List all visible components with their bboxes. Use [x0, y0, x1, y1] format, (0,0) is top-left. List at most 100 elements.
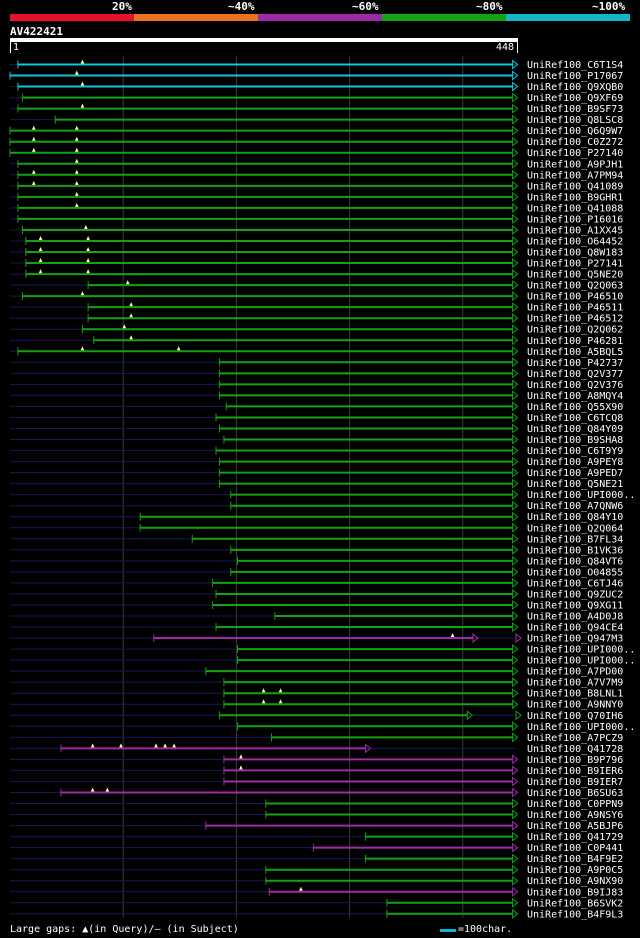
- hit-arrow: [512, 765, 519, 776]
- gap-marker: [239, 754, 243, 759]
- gap-marker: [86, 247, 90, 252]
- gap-marker: [31, 169, 36, 174]
- query-tick-end: [517, 42, 518, 53]
- gap-marker: [80, 81, 85, 86]
- hit-label: UniRef100_Q8LSC8: [527, 115, 623, 126]
- gap-marker: [74, 202, 79, 207]
- hit-arrow: [512, 246, 519, 258]
- gap-marker: [80, 346, 85, 351]
- hit-arrow: [512, 699, 519, 710]
- gap-marker: [80, 103, 85, 108]
- hit-arrow: [512, 688, 519, 699]
- hit-arrow: [512, 754, 519, 765]
- hit-arrow: [512, 213, 519, 224]
- hit-label: UniRef100_B9IER6: [527, 766, 623, 777]
- hit-arrow: [512, 655, 519, 666]
- hit-arrow: [512, 577, 519, 588]
- hit-label: UniRef100_Q84Y10: [527, 512, 623, 523]
- gap-marker: [80, 291, 85, 296]
- header: 20% ~40% ~60% ~80% ~100% AV422421 1 448: [0, 0, 640, 60]
- hit-arrow: [512, 666, 519, 677]
- hit-arrow: [512, 489, 519, 500]
- hit-label: UniRef100_P46512: [527, 314, 623, 325]
- hit-arrow: [512, 280, 519, 291]
- hit-label: UniRef100_P46510: [527, 292, 623, 303]
- hit-arrow: [512, 158, 519, 169]
- hit-arrow: [512, 291, 519, 302]
- gap-marker: [90, 787, 95, 792]
- gap-marker: [163, 743, 167, 748]
- hit-arrow: [512, 302, 519, 313]
- gap-marker: [74, 70, 79, 75]
- hit-label: UniRef100_Q947M3: [527, 634, 623, 645]
- scale-bar: [440, 929, 456, 932]
- hit-arrow: [512, 820, 519, 831]
- hit-label: UniRef100_Q41088: [527, 203, 623, 214]
- hit-label: UniRef100_B8LNL1: [527, 689, 623, 700]
- gap-marker: [129, 302, 133, 307]
- hit-arrow: [512, 677, 519, 688]
- hit-arrow: [512, 721, 519, 732]
- gap-marker: [86, 258, 90, 263]
- query-start: 1: [13, 42, 20, 53]
- hit-label: UniRef100_B9IER7: [527, 777, 623, 788]
- gap-marker: [74, 158, 79, 163]
- gap-marker: [38, 269, 43, 274]
- hit-arrow: [512, 125, 519, 136]
- hit-label: UniRef100_P27140: [527, 148, 623, 159]
- hit-arrow: [512, 224, 519, 235]
- hit-label: UniRef100_A1XX45: [527, 225, 623, 236]
- hit-label: UniRef100_C0P441: [527, 843, 623, 854]
- hit-arrow: [512, 809, 519, 820]
- hit-label: UniRef100_A9P0C5: [527, 865, 623, 876]
- hit-arrow: [512, 599, 519, 611]
- hit-label: UniRef100_A9NX90: [527, 876, 623, 887]
- hit-label: UniRef100_Q6Q9W7: [527, 126, 623, 137]
- legend-seg-orange: [134, 14, 258, 21]
- legend-label-80: ~80%: [476, 0, 503, 13]
- gap-marker: [119, 743, 123, 748]
- gap-marker: [105, 787, 110, 792]
- hit-arrow: [512, 644, 519, 655]
- hit-label: UniRef100_B9SHA8: [527, 435, 623, 446]
- hit-arrow: [512, 269, 519, 280]
- hit-label: UniRef100_C6TJ46: [527, 578, 623, 589]
- hit-arrow: [512, 864, 519, 875]
- hit-arrow: [512, 368, 519, 379]
- hit-label: UniRef100_C0Z272: [527, 137, 623, 148]
- gap-marker: [450, 633, 455, 638]
- legend-label-40: ~40%: [228, 0, 255, 13]
- hit-label: UniRef100_UPI000..: [527, 656, 635, 667]
- hit-arrow: [512, 732, 519, 743]
- gap-marker: [31, 147, 36, 152]
- gap-marker: [31, 180, 36, 185]
- scale-text: =100char.: [458, 924, 513, 935]
- hit-label: UniRef100_Q2Q064: [527, 523, 623, 534]
- hit-label: UniRef100_Q9XG11: [527, 600, 623, 611]
- gap-marker: [74, 169, 79, 174]
- hit-label: UniRef100_UPI000..: [527, 490, 635, 501]
- hit-arrow: [512, 70, 519, 81]
- hit-label: UniRef100_P16016: [527, 214, 623, 225]
- hit-arrow: [512, 114, 519, 125]
- hit-arrow: [512, 853, 519, 864]
- gap-marker: [239, 765, 243, 770]
- hit-arrow: [512, 555, 519, 566]
- hit-arrow-end: [515, 633, 522, 644]
- hit-label: UniRef100_UPI000..: [527, 722, 635, 733]
- legend-label-60: ~60%: [352, 0, 379, 13]
- hit-label: UniRef100_A5BJP6: [527, 821, 623, 832]
- hit-arrow: [512, 92, 519, 103]
- hit-label: UniRef100_Q8W183: [527, 248, 623, 259]
- hit-arrow: [512, 147, 519, 158]
- hit-label: UniRef100_Q9XQB0: [527, 82, 623, 93]
- hit-label: UniRef100_Q9XF69: [527, 93, 623, 104]
- gap-marker: [154, 743, 158, 748]
- hit-label: UniRef100_Q2Q062: [527, 325, 623, 336]
- hit-label: UniRef100_A9PED7: [527, 468, 623, 479]
- hit-label: UniRef100_Q41089: [527, 181, 623, 192]
- hit-arrow: [512, 908, 519, 919]
- hit-label: UniRef100_C6TCQ8: [527, 413, 623, 424]
- hit-label: UniRef100_B9IJ83: [527, 887, 623, 898]
- query-end: 448: [496, 42, 515, 53]
